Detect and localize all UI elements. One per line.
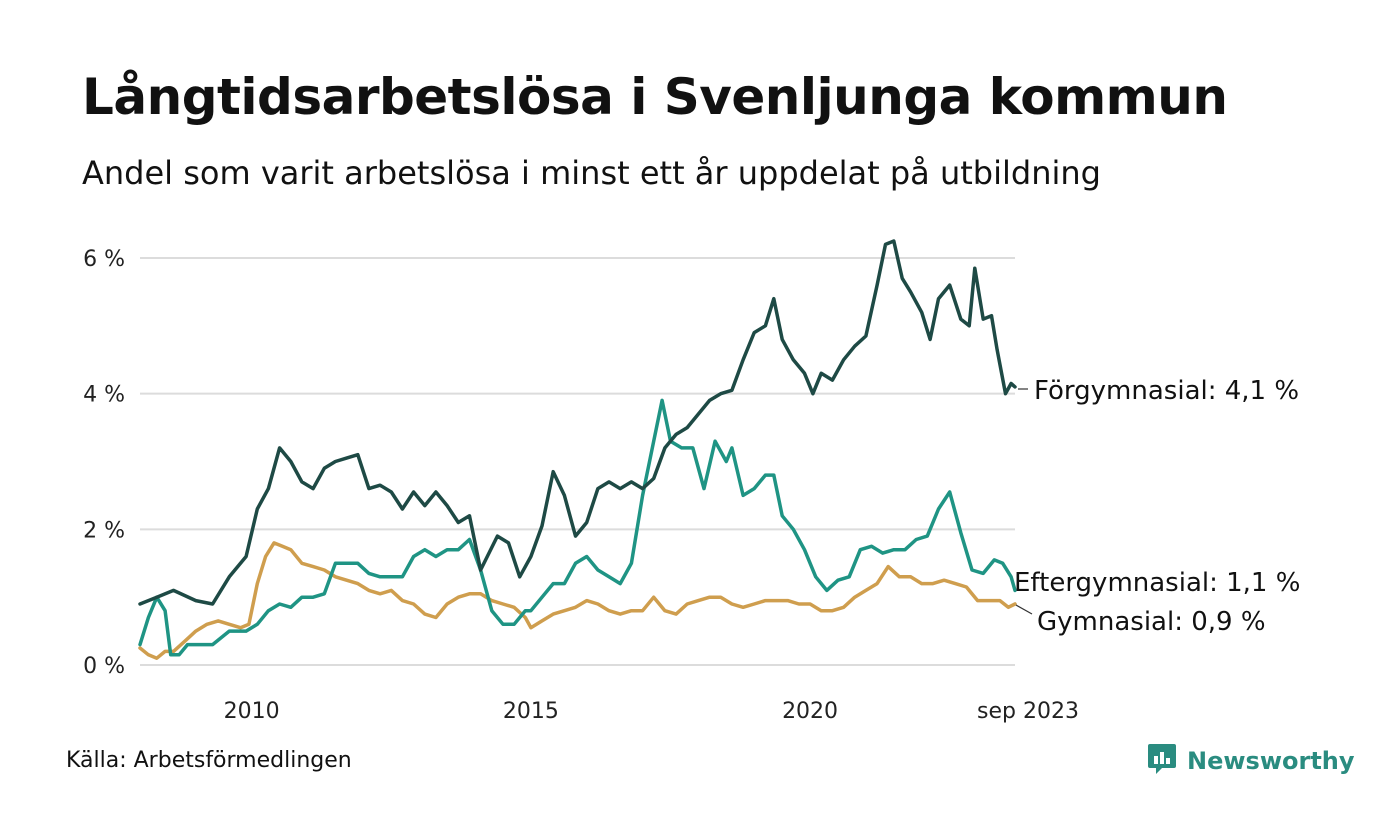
y-axis-ticks: 0 % 2 % 4 % 6 % xyxy=(83,247,125,679)
brand-name: Newsworthy xyxy=(1187,747,1355,775)
x-tick-label: 2010 xyxy=(224,699,280,724)
x-tick-label: 2015 xyxy=(503,699,559,724)
chart-title: Långtidsarbetslösa i Svenljunga kommun xyxy=(82,68,1228,126)
chart-subtitle: Andel som varit arbetslösa i minst ett å… xyxy=(82,154,1101,192)
grid-lines xyxy=(140,257,1015,666)
series-line-förgymnasial xyxy=(138,239,1017,606)
y-tick-label: 0 % xyxy=(83,654,125,679)
x-axis-ticks: 2010 2015 2020 sep 2023 xyxy=(224,699,1079,724)
x-tick-label: 2020 xyxy=(782,699,838,724)
series-end-labels: Förgymnasial: 4,1 % Eftergymnasial: 1,1 %… xyxy=(1014,376,1300,637)
brand-logo[interactable]: Newsworthy xyxy=(1147,742,1355,780)
y-tick-label: 6 % xyxy=(83,247,125,272)
series-line-gymnasial xyxy=(138,541,1017,660)
series-end-label: Eftergymnasial: 1,1 % xyxy=(1014,568,1300,598)
label-leader-line xyxy=(1015,604,1033,615)
y-tick-label: 4 % xyxy=(83,383,125,408)
source-note: Källa: Arbetsförmedlingen xyxy=(66,748,352,773)
series-end-label: Förgymnasial: 4,1 % xyxy=(1034,376,1299,406)
bar-chart-speech-bubble-icon xyxy=(1147,742,1177,780)
series-lines xyxy=(138,239,1017,660)
x-tick-label: sep 2023 xyxy=(977,699,1079,724)
series-end-label: Gymnasial: 0,9 % xyxy=(1037,607,1266,637)
series-line-eftergymnasial xyxy=(138,398,1017,657)
y-tick-label: 2 % xyxy=(83,518,125,543)
